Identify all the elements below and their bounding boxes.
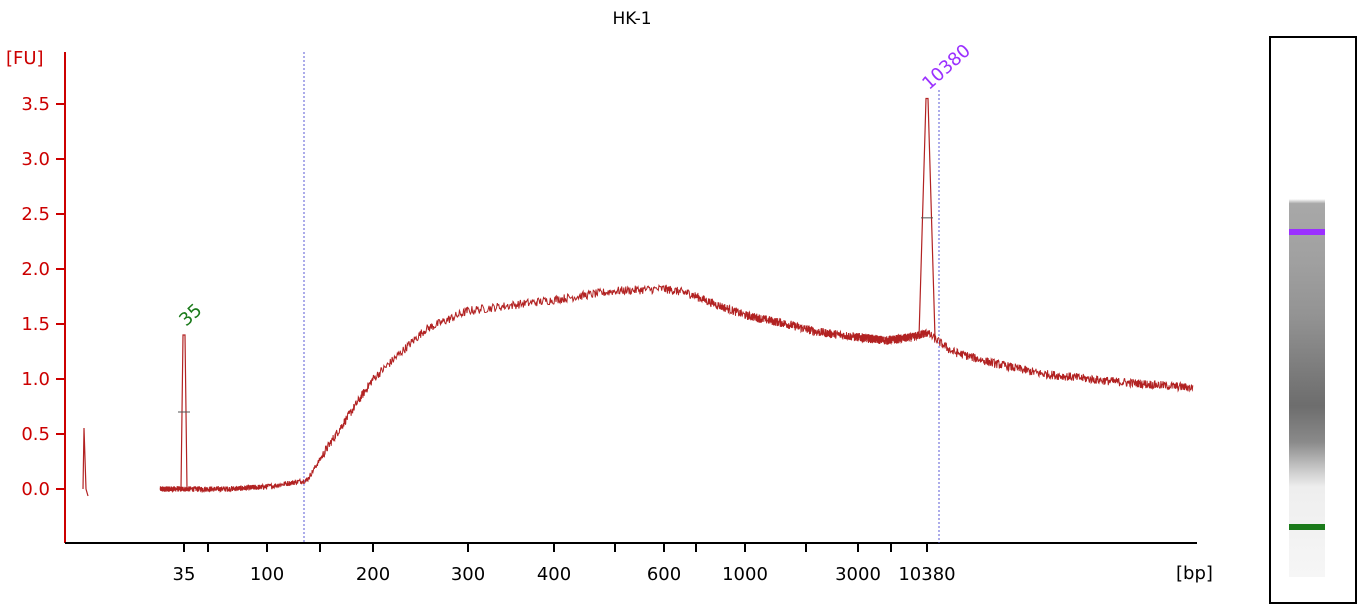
peak-label: 10380 <box>918 40 975 94</box>
x-ticks: 35 100 200 300 400 600 1000 3000 10380 <box>173 543 956 585</box>
x-tick-label: 300 <box>451 564 485 585</box>
x-tick-label: 3000 <box>835 564 881 585</box>
gel-lane-smear <box>1289 127 1325 577</box>
y-tick-label: 2.5 <box>21 204 50 225</box>
y-tick-label: 0.5 <box>21 424 50 445</box>
x-tick-label: 200 <box>356 564 390 585</box>
x-tick-label: 10380 <box>898 564 955 585</box>
y-tick-label: 0.0 <box>21 479 50 500</box>
trace-line <box>159 283 1194 494</box>
y-tick-label: 3.5 <box>21 94 50 115</box>
x-tick-label: 35 <box>173 564 196 585</box>
x-tick-label: 1000 <box>722 564 768 585</box>
early-spike <box>82 427 89 497</box>
y-tick-label: 1.5 <box>21 314 50 335</box>
gel-lane <box>1269 36 1357 604</box>
y-ticks: 0.0 0.5 1.0 1.5 2.0 2.5 3.0 3.5 <box>21 94 65 500</box>
lower-marker-band <box>1289 524 1325 530</box>
region-markers <box>303 52 940 543</box>
chart-title: HK-1 <box>612 9 651 29</box>
x-tick-label: 400 <box>537 564 571 585</box>
gel-lane-bands <box>1289 229 1325 530</box>
trace-group <box>82 283 1194 497</box>
x-tick-label: 600 <box>647 564 681 585</box>
peak-labels: 35 10380 <box>175 40 975 490</box>
y-tick-label: 2.0 <box>21 259 50 280</box>
y-tick-label: 1.0 <box>21 369 50 390</box>
y-tick-label: 3.0 <box>21 149 50 170</box>
peak-label: 35 <box>175 300 206 331</box>
x-axis-label: [bp] <box>1176 563 1213 584</box>
x-tick-label: 100 <box>250 564 284 585</box>
y-axis-label: [FU] <box>6 48 44 69</box>
upper-marker-band <box>1289 229 1325 235</box>
